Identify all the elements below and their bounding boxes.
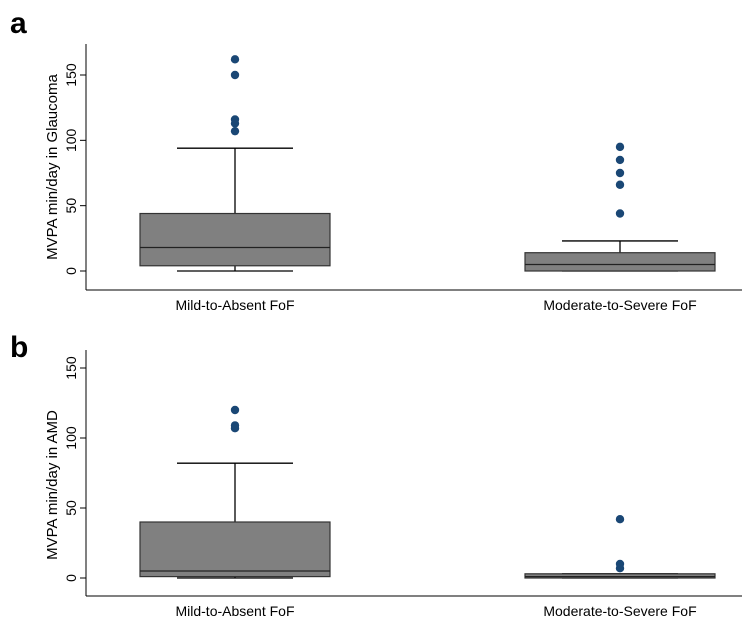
interquartile-box [139,212,331,267]
panel-a-y-tick-label: 100 [63,128,79,152]
panel-a-box-2 [524,142,716,272]
panel-b-y-tick-label: 100 [63,426,79,450]
panel-a-y-axis-title: MVPA min/day in Glaucoma [44,74,61,260]
panel-b-y-tick-label: 150 [63,356,79,380]
interquartile-box [524,573,716,579]
outlier-point [615,515,625,524]
panel-b-category-label: Moderate-to-Severe FoF [543,603,696,617]
outlier-point [615,168,625,178]
panel-a-y-tick-label: 150 [63,63,79,87]
outlier-point [230,70,240,80]
panel-a-category-label: Moderate-to-Severe FoF [543,297,696,313]
outlier-point [615,209,625,218]
panel-a-letter: a [10,7,27,40]
panel-a-y-tick-label: 50 [63,198,79,214]
panel-b-box-1 [139,405,331,579]
outlier-point [230,405,240,415]
outlier-point [615,559,625,569]
outlier-point [230,115,240,124]
panel-a-y-tick-label: 0 [63,267,79,275]
outlier-point [230,421,240,430]
panel-b-y-tick-label: 50 [63,500,79,516]
panel-b-y-tick-label: 0 [63,574,79,582]
panel-b-category-label: Mild-to-Absent FoF [175,603,294,617]
outlier-point [615,180,625,189]
outlier-point [230,126,240,136]
panel-b-letter: b [10,331,28,364]
outlier-point [615,155,625,165]
outlier-point [615,142,625,152]
panel-b-box-2 [524,515,716,579]
outlier-point [230,55,240,64]
panel-b-y-axis-title: MVPA min/day in AMD [44,410,61,560]
panel-a-box-1 [139,55,331,272]
panel-a-category-label: Mild-to-Absent FoF [175,297,294,313]
interquartile-box [139,521,331,578]
interquartile-box [524,252,716,272]
panel-b: b 0 50 100 150 MVPA min/day in AMD Mild-to-Ab… [10,331,742,617]
